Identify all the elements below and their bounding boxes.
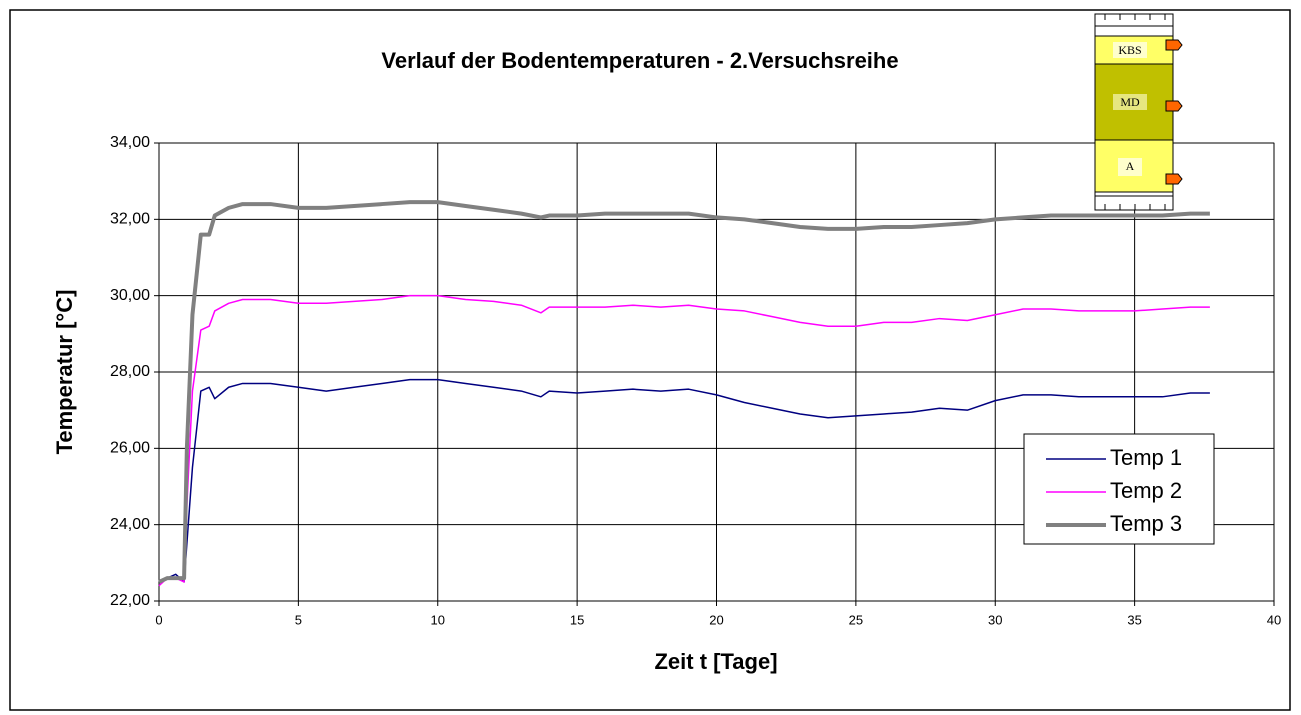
y-tick-label: 28,00 (110, 363, 150, 380)
x-tick-label: 5 (295, 612, 302, 627)
series-line (158, 200, 1210, 584)
x-tick-label: 40 (1267, 612, 1281, 627)
legend-label: Temp 1 (1110, 445, 1182, 470)
y-tick-label: 30,00 (110, 287, 150, 304)
x-tick-label: 0 (155, 612, 162, 627)
inset-label-box (1113, 94, 1147, 110)
inset-label: A (1126, 159, 1135, 173)
x-tick-label: 25 (849, 612, 863, 627)
x-tick-label: 10 (431, 612, 445, 627)
inset-label: MD (1120, 95, 1140, 109)
inset-diagram: KBS MD A (1094, 13, 1183, 211)
inset-label-box (1118, 158, 1142, 176)
series-line (158, 294, 1210, 587)
y-tick-label: 24,00 (110, 516, 150, 533)
y-tick-label: 34,00 (110, 134, 150, 151)
y-tick-label: 32,00 (110, 211, 150, 228)
y-axis-label: Temperatur [°C] (52, 290, 77, 455)
y-tick-label: 26,00 (110, 440, 150, 457)
series-line (158, 378, 1210, 583)
y-tick-label: 22,00 (110, 592, 150, 609)
inset-hatch (1095, 14, 1173, 210)
inset-layer (1094, 139, 1174, 193)
inset-label: KBS (1118, 43, 1141, 57)
chart-title: Verlauf der Bodentemperaturen - 2.Versuc… (381, 48, 898, 73)
x-tick-label: 15 (570, 612, 584, 627)
legend-label: Temp 3 (1110, 511, 1182, 536)
legend-label: Temp 2 (1110, 478, 1182, 503)
inset-label-box (1113, 42, 1147, 58)
inset-sensor (1165, 39, 1183, 185)
x-tick-label: 30 (988, 612, 1002, 627)
x-tick-label: 35 (1127, 612, 1141, 627)
x-tick-label: 20 (709, 612, 723, 627)
x-axis-label: Zeit t [Tage] (654, 649, 777, 674)
